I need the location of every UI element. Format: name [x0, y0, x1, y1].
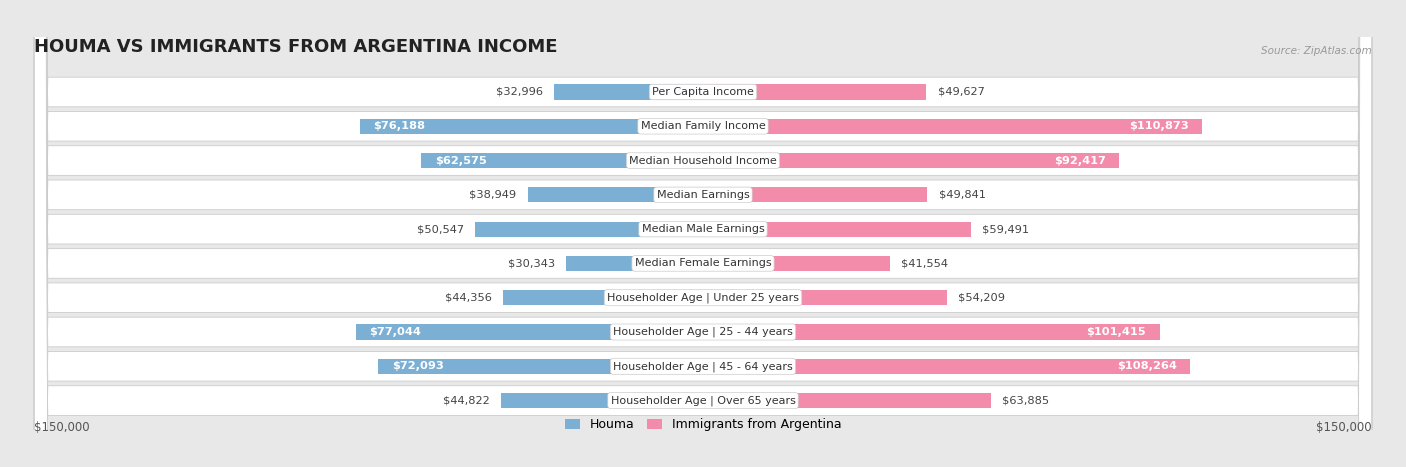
Text: Median Male Earnings: Median Male Earnings	[641, 224, 765, 234]
Text: $92,417: $92,417	[1053, 156, 1105, 166]
Text: $150,000: $150,000	[34, 421, 90, 434]
Text: $76,188: $76,188	[374, 121, 426, 131]
Bar	[703, 119, 1202, 134]
FancyBboxPatch shape	[34, 0, 1372, 467]
Bar	[703, 85, 927, 99]
Bar	[703, 359, 1191, 374]
Text: $77,044: $77,044	[370, 327, 422, 337]
Text: $150,000: $150,000	[1316, 421, 1372, 434]
FancyBboxPatch shape	[34, 0, 1372, 467]
Bar	[703, 290, 948, 305]
Bar	[360, 119, 703, 134]
Text: Householder Age | Over 65 years: Householder Age | Over 65 years	[610, 396, 796, 406]
Bar	[527, 187, 703, 202]
Bar	[703, 325, 1160, 340]
Text: Source: ZipAtlas.com: Source: ZipAtlas.com	[1261, 46, 1372, 56]
Text: $63,885: $63,885	[1002, 396, 1049, 405]
FancyBboxPatch shape	[34, 0, 1372, 467]
Text: Householder Age | Under 25 years: Householder Age | Under 25 years	[607, 292, 799, 303]
Text: $32,996: $32,996	[496, 87, 543, 97]
Bar	[554, 85, 703, 99]
Bar	[503, 290, 703, 305]
Text: Householder Age | 25 - 44 years: Householder Age | 25 - 44 years	[613, 327, 793, 337]
Text: $44,356: $44,356	[446, 293, 492, 303]
Text: $54,209: $54,209	[959, 293, 1005, 303]
Bar	[703, 393, 991, 408]
FancyBboxPatch shape	[34, 0, 1372, 467]
Text: HOUMA VS IMMIGRANTS FROM ARGENTINA INCOME: HOUMA VS IMMIGRANTS FROM ARGENTINA INCOM…	[34, 38, 558, 56]
Text: Median Household Income: Median Household Income	[628, 156, 778, 166]
Text: Median Earnings: Median Earnings	[657, 190, 749, 200]
Text: $50,547: $50,547	[418, 224, 464, 234]
FancyBboxPatch shape	[34, 0, 1372, 467]
Bar	[567, 256, 703, 271]
Text: $59,491: $59,491	[983, 224, 1029, 234]
Text: Householder Age | 45 - 64 years: Householder Age | 45 - 64 years	[613, 361, 793, 372]
Text: Median Female Earnings: Median Female Earnings	[634, 258, 772, 269]
Text: $110,873: $110,873	[1129, 121, 1188, 131]
Text: $101,415: $101,415	[1087, 327, 1146, 337]
Bar	[703, 153, 1119, 168]
Bar	[501, 393, 703, 408]
Text: $108,264: $108,264	[1118, 361, 1177, 371]
Bar	[703, 221, 972, 237]
Legend: Houma, Immigrants from Argentina: Houma, Immigrants from Argentina	[565, 418, 841, 431]
Text: $41,554: $41,554	[901, 258, 949, 269]
Bar	[475, 221, 703, 237]
Text: $30,343: $30,343	[508, 258, 555, 269]
Bar	[378, 359, 703, 374]
Text: $38,949: $38,949	[470, 190, 516, 200]
Text: $49,627: $49,627	[938, 87, 984, 97]
Text: $62,575: $62,575	[434, 156, 486, 166]
Text: $49,841: $49,841	[939, 190, 986, 200]
Bar	[703, 256, 890, 271]
Text: Median Family Income: Median Family Income	[641, 121, 765, 131]
Bar	[703, 187, 928, 202]
FancyBboxPatch shape	[34, 0, 1372, 467]
Text: Per Capita Income: Per Capita Income	[652, 87, 754, 97]
Bar	[422, 153, 703, 168]
FancyBboxPatch shape	[34, 0, 1372, 467]
Text: $72,093: $72,093	[392, 361, 444, 371]
Text: $44,822: $44,822	[443, 396, 489, 405]
FancyBboxPatch shape	[34, 0, 1372, 467]
Bar	[356, 325, 703, 340]
FancyBboxPatch shape	[34, 0, 1372, 467]
FancyBboxPatch shape	[34, 0, 1372, 467]
